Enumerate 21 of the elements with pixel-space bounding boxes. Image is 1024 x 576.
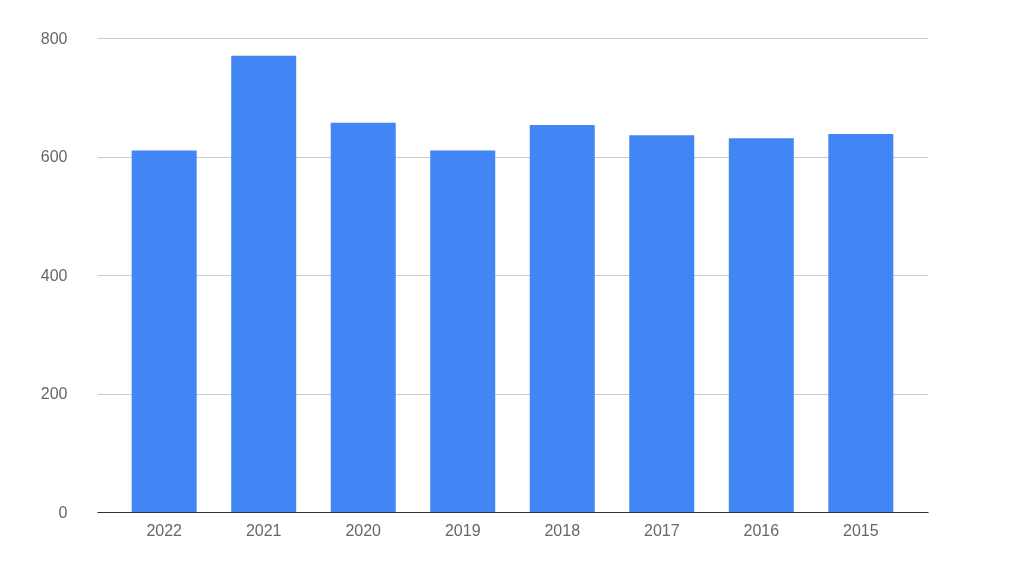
- x-tick-label: 2018: [544, 521, 581, 539]
- bar: [728, 138, 794, 512]
- x-tick-label: 2020: [345, 521, 382, 539]
- x-tick-label: 2015: [843, 521, 879, 539]
- bar: [529, 125, 595, 512]
- x-tick-label: 2021: [245, 521, 282, 539]
- x-tick-label: 2019: [444, 521, 481, 539]
- y-tick-label: 0: [58, 503, 68, 521]
- y-tick-label: 600: [40, 148, 68, 165]
- y-tick-label: 800: [40, 29, 68, 47]
- y-tick-label: 200: [40, 385, 68, 402]
- y-tick-label: 400: [40, 266, 68, 284]
- bar: [330, 122, 396, 512]
- bar: [131, 150, 197, 512]
- bar: [430, 150, 496, 512]
- x-tick-label: 2017: [643, 521, 680, 539]
- bar: [231, 55, 297, 512]
- x-tick-label: 2016: [743, 521, 780, 539]
- x-tick-label: 2022: [146, 521, 183, 539]
- bar: [629, 135, 695, 512]
- bar: [828, 133, 894, 512]
